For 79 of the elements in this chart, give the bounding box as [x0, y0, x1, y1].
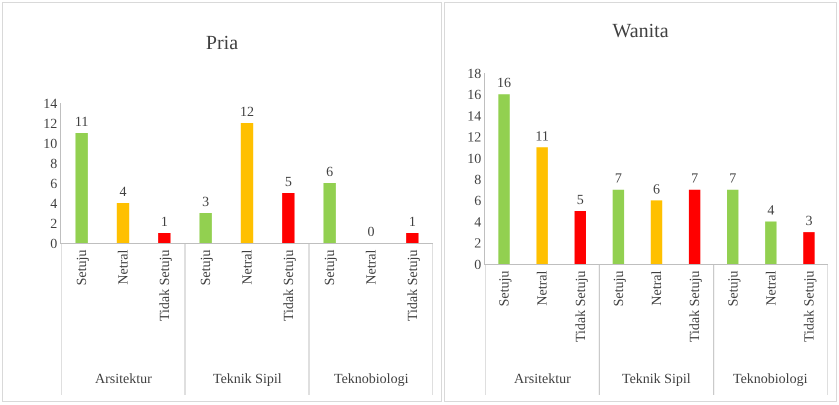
y-tick-label: 12	[467, 130, 482, 146]
bar	[688, 190, 700, 264]
data-label: 11	[74, 115, 88, 130]
data-label: 4	[120, 185, 126, 200]
text: Teknik Sipil	[213, 372, 282, 387]
y-tick-label: 8	[50, 156, 58, 172]
y-tick-label: 8	[474, 173, 482, 188]
x-tick-label: Setuju	[199, 250, 214, 286]
bar	[765, 222, 777, 264]
data-label: 11	[535, 129, 549, 144]
data-label: 12	[240, 105, 254, 120]
x-tick-label: Tidak Setuju	[406, 250, 421, 322]
x-tick-label: Netral	[116, 249, 132, 285]
text: Arsitektur	[95, 372, 152, 387]
data-label: 7	[614, 172, 622, 187]
x-tick-label: Netral	[240, 249, 256, 285]
x-tick-label: Tidak Setuju	[574, 270, 589, 342]
y-tick-label: 2	[50, 216, 58, 232]
data-label: 6	[653, 182, 660, 198]
x-tick-label: Netral	[764, 270, 780, 306]
y-tick-label: 2	[474, 236, 482, 252]
x-tick-label: Tidak Setuju	[158, 250, 173, 322]
data-label: 1	[408, 215, 416, 230]
text: Arsitektur	[514, 372, 572, 387]
bar	[158, 233, 171, 243]
x-tick-label: Setuju	[323, 250, 338, 286]
data-label: 5	[284, 175, 292, 190]
y-tick-label: 4	[50, 196, 58, 212]
text: Teknobiologi	[334, 372, 409, 387]
y-tick-label: 0	[474, 258, 482, 273]
data-label: 7	[691, 172, 698, 187]
bar	[116, 203, 130, 243]
data-label: 16	[497, 76, 512, 92]
text: Teknobiologi	[733, 372, 808, 387]
bar	[803, 232, 815, 264]
y-tick-label: 4	[474, 215, 482, 230]
bar	[650, 200, 662, 264]
x-tick-label: Setuju	[75, 250, 90, 286]
y-tick-label: 18	[467, 66, 482, 82]
y-tick-label: 10	[467, 152, 482, 167]
bar	[199, 213, 212, 243]
bar	[240, 123, 254, 243]
bar	[612, 190, 624, 264]
bar	[727, 190, 738, 264]
x-tick-label: Tidak Setuju	[688, 270, 704, 342]
bar	[282, 193, 295, 243]
bar	[406, 233, 419, 243]
chart-title: Wanita	[612, 20, 669, 42]
x-tick-label: Tidak Setuju	[282, 250, 297, 322]
x-tick-label: Setuju	[612, 270, 627, 306]
bar	[574, 210, 586, 264]
y-tick-label: 16	[467, 88, 482, 104]
x-tick-label: Setuju	[726, 270, 742, 306]
x-tick-label: Netral	[364, 249, 380, 285]
data-label: 0	[368, 225, 374, 240]
x-tick-label: Netral	[650, 270, 666, 306]
y-tick-label: 6	[50, 176, 58, 192]
y-tick-label: 6	[474, 194, 482, 210]
x-tick-label: Netral	[536, 270, 551, 306]
bar	[536, 147, 548, 264]
y-tick-label: 14	[43, 96, 58, 112]
bar	[75, 133, 88, 243]
data-label: 3	[202, 195, 210, 210]
x-tick-label: Tidak Setuju	[802, 270, 818, 342]
y-tick-label: 12	[43, 116, 58, 132]
text: Teknik Sipil	[622, 372, 691, 387]
data-label: 7	[729, 172, 736, 187]
y-tick-label: 0	[50, 236, 58, 252]
y-tick-label: 10	[43, 136, 58, 152]
bar	[498, 94, 510, 264]
bar	[323, 183, 336, 243]
data-label: 5	[576, 192, 584, 208]
data-label: 3	[805, 214, 812, 230]
data-label: 4	[767, 204, 774, 219]
data-label: 6	[326, 165, 334, 180]
chart-title: Pria	[206, 32, 238, 54]
data-label: 1	[160, 215, 168, 230]
y-tick-label: 14	[467, 109, 482, 124]
x-tick-label: Setuju	[498, 270, 513, 306]
